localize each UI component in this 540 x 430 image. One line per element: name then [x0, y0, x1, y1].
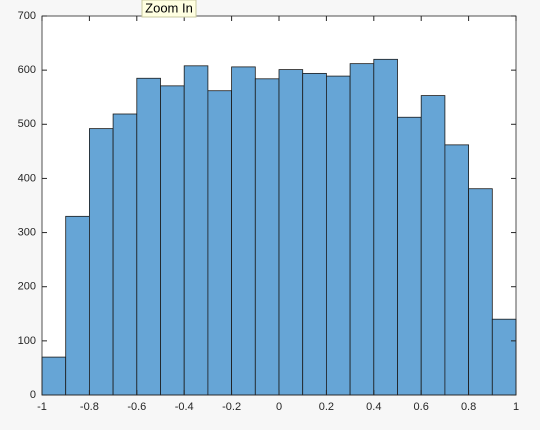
bar [491, 318, 517, 396]
x-tick-label: 0.4 [366, 401, 381, 413]
bar [112, 113, 138, 396]
x-tick-label: 0 [276, 401, 282, 413]
x-tick-label: -0.8 [80, 401, 99, 413]
tooltip: Zoom In [145, 0, 193, 15]
bar [373, 58, 398, 396]
x-tick-label: -0.2 [222, 401, 241, 413]
bar [420, 95, 446, 396]
x-tick-label: 0.2 [319, 401, 334, 413]
bar [136, 77, 161, 396]
bar [89, 128, 114, 396]
tooltip-box [141, 0, 197, 18]
y-tick-label: 500 [18, 118, 36, 130]
bar [183, 65, 209, 396]
bar [278, 69, 304, 396]
x-tick-label: 0.6 [414, 401, 429, 413]
bar [65, 215, 90, 396]
bar [41, 356, 67, 396]
bar [468, 188, 493, 396]
x-tick-label: 1 [513, 401, 519, 413]
y-tick-label: 300 [18, 226, 36, 238]
y-tick-label: 0 [30, 389, 36, 401]
bar [397, 116, 422, 396]
bar [349, 63, 375, 396]
bar [231, 66, 256, 396]
y-tick-label: 200 [18, 281, 36, 293]
y-tick-label: 100 [18, 335, 36, 347]
y-tick-label: 600 [18, 64, 36, 76]
x-tick-label: 0.8 [461, 401, 476, 413]
x-tick-label: -0.6 [127, 401, 146, 413]
x-tick-label: -0.4 [175, 401, 194, 413]
x-tick-label: -1 [37, 401, 47, 413]
bar [160, 85, 185, 396]
y-tick-label: 400 [18, 172, 36, 184]
bar [302, 72, 327, 396]
bar [207, 90, 232, 396]
bar [325, 75, 351, 396]
y-tick-label: 700 [18, 10, 36, 22]
bar [444, 144, 469, 396]
bar [254, 78, 280, 396]
